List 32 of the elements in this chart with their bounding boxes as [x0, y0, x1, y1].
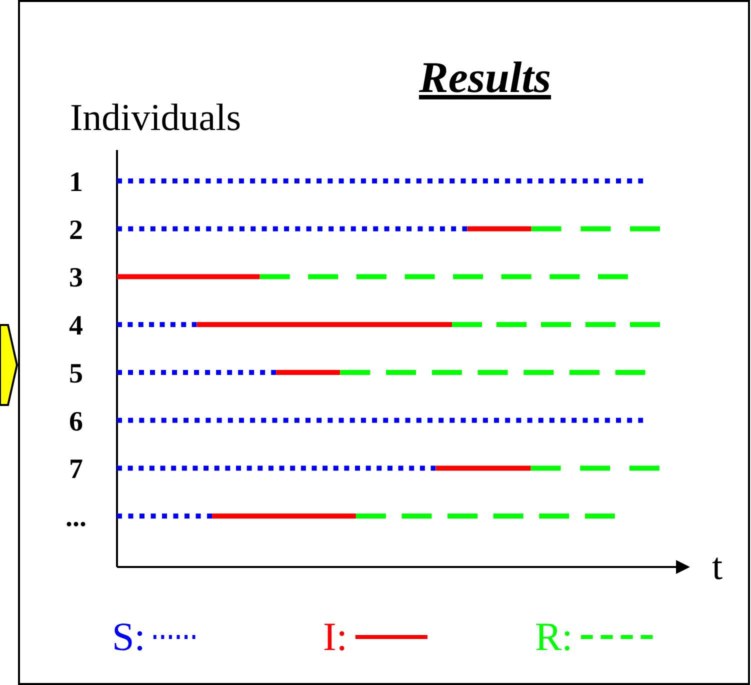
y-tick-label: 1 [69, 166, 83, 198]
bar [436, 466, 531, 471]
y-tick-label: 4 [69, 310, 83, 342]
y-tick-label: 2 [69, 214, 83, 246]
legend-label: S: [112, 614, 146, 659]
bar [196, 322, 452, 328]
bar [117, 418, 644, 423]
text: t [712, 546, 723, 588]
y-axis-title: Individuals [70, 97, 241, 139]
y-tick-label: 5 [69, 358, 83, 390]
y-tick-label: ... [66, 502, 86, 534]
legend-label: I: [323, 614, 348, 659]
bar [276, 370, 340, 375]
bar [117, 514, 212, 519]
chart-title: Results [418, 53, 552, 102]
bar [452, 322, 660, 328]
bar [356, 514, 615, 519]
bar [530, 466, 660, 471]
bar [117, 178, 644, 184]
bar [117, 274, 260, 280]
y-tick-label: 7 [69, 454, 83, 486]
y-tick-label: 6 [69, 406, 83, 438]
bar [117, 322, 197, 328]
bar [260, 274, 628, 280]
bar [531, 226, 660, 232]
bar [340, 370, 646, 375]
bar [117, 370, 276, 375]
legend-label: R: [535, 614, 573, 659]
bar [467, 226, 532, 232]
bar [117, 466, 436, 471]
bar [212, 514, 356, 519]
y-tick-label: 3 [69, 262, 83, 294]
